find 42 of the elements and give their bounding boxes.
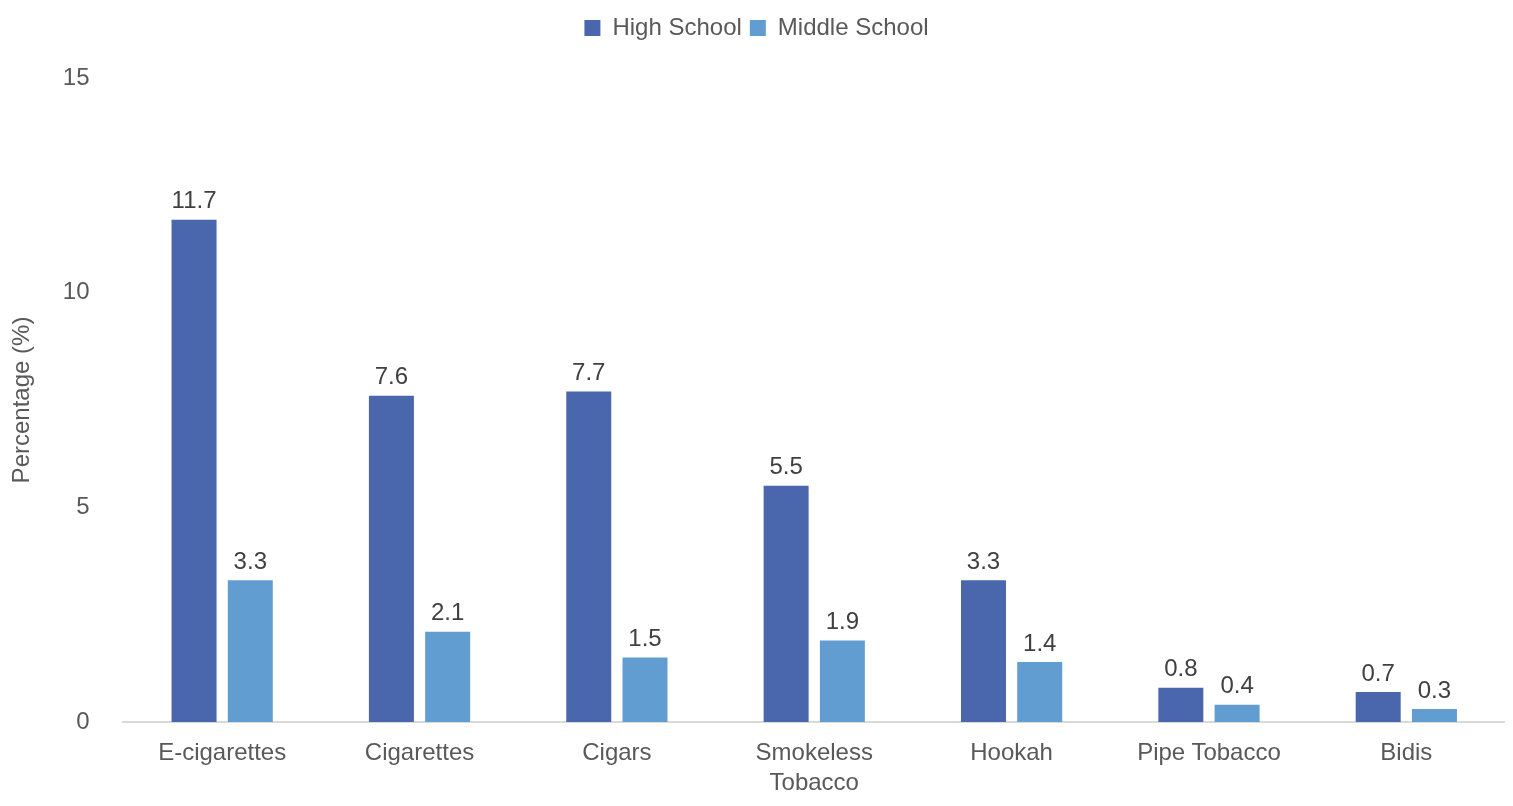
bar — [368, 395, 414, 722]
bar — [227, 580, 273, 722]
y-axis-title: Percentage (%) — [7, 316, 35, 484]
bar — [622, 657, 668, 722]
x-tick-label: E-cigarettes — [158, 737, 287, 765]
y-tick-label: 10 — [62, 277, 90, 305]
data-label: 11.7 — [171, 186, 217, 214]
bar — [1355, 691, 1401, 722]
bar — [171, 219, 217, 722]
data-label: 0.4 — [1220, 671, 1254, 699]
data-label: 0.7 — [1361, 658, 1395, 686]
data-label: 1.9 — [825, 607, 860, 635]
legend-label: Middle School — [777, 12, 929, 40]
bar — [1411, 709, 1457, 722]
x-tick-label: Smokeless Tobacco — [755, 737, 873, 795]
bar — [1158, 687, 1204, 722]
x-tick-label: Cigars — [582, 737, 652, 765]
bar — [1017, 661, 1063, 722]
data-label: 2.1 — [430, 598, 465, 626]
legend-label: High School — [612, 12, 742, 40]
bar — [763, 485, 809, 722]
data-label: 7.6 — [374, 362, 409, 390]
bar — [1214, 704, 1260, 722]
bar — [566, 391, 612, 722]
data-label: 3.3 — [966, 546, 1001, 574]
data-label: 1.5 — [628, 624, 662, 652]
data-label: 0.3 — [1417, 675, 1452, 703]
data-label: 0.8 — [1164, 654, 1198, 682]
data-label: 3.3 — [233, 546, 267, 574]
x-tick-label: Pipe Tobacco — [1137, 737, 1281, 765]
bar — [819, 640, 865, 722]
data-label: 1.4 — [1023, 628, 1057, 656]
x-tick-label: Hookah — [970, 737, 1053, 765]
x-tick-label: Cigarettes — [364, 737, 475, 765]
data-label: 7.7 — [572, 358, 606, 386]
bar — [960, 580, 1006, 722]
y-tick-label: 0 — [76, 706, 90, 734]
data-label: 5.5 — [769, 452, 803, 480]
bar — [425, 631, 471, 722]
y-tick-label: 5 — [76, 491, 90, 519]
y-tick-label: 15 — [62, 62, 90, 90]
x-tick-label: Bidis — [1380, 737, 1433, 765]
